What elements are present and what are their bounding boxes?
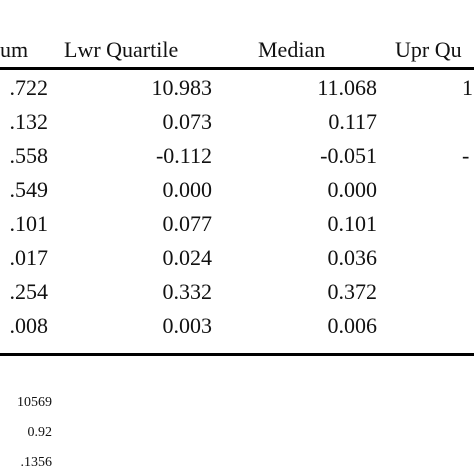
table-cell: 0.101 [327, 211, 378, 236]
table-cell: 0.332 [162, 279, 213, 304]
table-cell: .722 [9, 75, 49, 100]
table-cell: .008 [9, 313, 49, 338]
header-lower-quartile: Lwr Quartile [64, 37, 179, 62]
table-cell: 0.117 [328, 109, 377, 134]
table-cell: .017 [9, 245, 49, 270]
table-row: .549 0.000 0.000 [0, 175, 474, 205]
table-cell: .558 [9, 143, 49, 168]
footer-value: 10569 [17, 395, 52, 410]
footer-value: 0.92 [27, 425, 53, 440]
table-row: .101 0.077 0.101 [0, 209, 474, 239]
table-cell: .101 [9, 211, 49, 236]
table-row: .722 10.983 11.068 1 [0, 73, 474, 103]
table-cell: 0.073 [162, 109, 213, 134]
header-maximum: um [0, 37, 29, 62]
table-row: .132 0.073 0.117 [0, 107, 474, 137]
table-cell: 0.000 [162, 177, 213, 202]
table-cell: - [462, 143, 470, 168]
table-cell: -0.051 [320, 143, 377, 168]
table-cell: 0.372 [327, 279, 378, 304]
table-cell: 0.006 [327, 313, 378, 338]
table-cell: .549 [9, 177, 49, 202]
table-row: .008 0.003 0.006 [0, 311, 474, 341]
table-row: .254 0.332 0.372 [0, 277, 474, 307]
table-cell: 11.068 [317, 75, 377, 100]
table-cell: 1 [462, 75, 473, 100]
table-cell: 0.036 [327, 245, 378, 270]
table-cell: 10.983 [151, 75, 213, 100]
table-cell: 0.077 [162, 211, 213, 236]
table-cell: -0.112 [155, 143, 212, 168]
header-rule [0, 67, 474, 70]
header-median: Median [258, 37, 326, 62]
table-row: .558 -0.112 -0.051 - [0, 141, 474, 171]
table-row: .017 0.024 0.036 [0, 243, 474, 273]
table-cell: .132 [9, 109, 49, 134]
footer-value: .1356 [20, 455, 53, 470]
table-cell: .254 [9, 279, 49, 304]
bottom-rule [0, 353, 474, 356]
table-cell: 0.003 [162, 313, 213, 338]
table-cell: 0.024 [162, 245, 213, 270]
table-cell: 0.000 [327, 177, 378, 202]
header-upper-quartile: Upr Qu [395, 37, 462, 62]
